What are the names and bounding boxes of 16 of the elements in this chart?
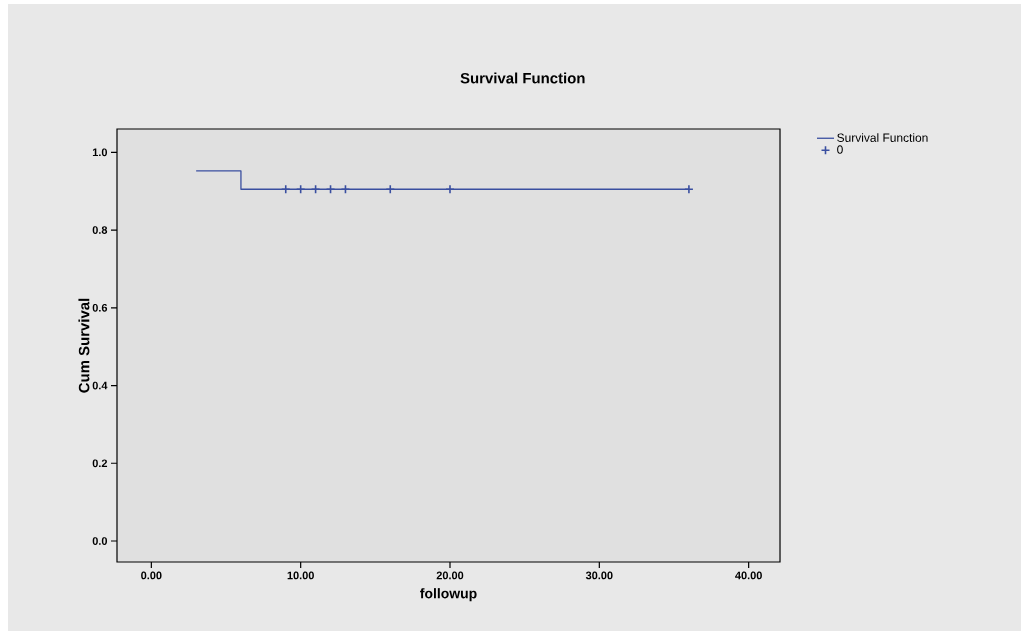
legend-label: Survival Function [837, 133, 928, 142]
y-axis-title: Cum Survival [78, 298, 90, 393]
x-axis-title: followup [420, 588, 477, 602]
x-tick-label: 20.00 [436, 571, 464, 580]
legend-label: 0 [837, 145, 843, 154]
y-tick-label: 0.2 [92, 459, 108, 468]
x-tick-label: 0.00 [141, 571, 162, 580]
x-tick-label: 40.00 [735, 571, 762, 580]
y-tick-label: 0.0 [92, 537, 108, 545]
chart-title: Survival Function [460, 72, 585, 84]
x-tick-label: 30.00 [585, 571, 613, 580]
y-tick-label: 0.6 [92, 303, 108, 312]
y-tick-label: 1.0 [92, 148, 108, 157]
y-tick-label: 0.8 [92, 226, 108, 234]
x-tick-label: 10.00 [287, 571, 314, 580]
y-tick-label: 0.4 [92, 381, 108, 390]
